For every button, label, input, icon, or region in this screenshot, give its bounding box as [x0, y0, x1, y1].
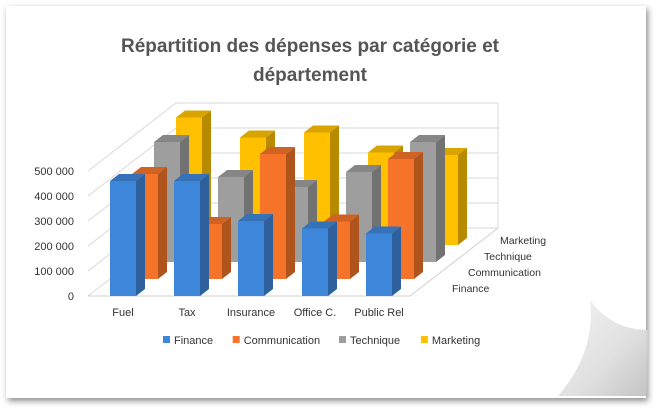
bar-front [238, 221, 264, 296]
legend-swatch [339, 336, 346, 343]
y-tick-label: 400 000 [34, 191, 74, 203]
bar-top [346, 165, 381, 172]
bar-side [158, 167, 167, 279]
legend-swatch [163, 336, 170, 343]
bar-top [366, 226, 401, 234]
bar-front [110, 181, 136, 296]
bar-top [388, 152, 423, 159]
legend-swatch [420, 336, 428, 343]
bar-top [240, 130, 275, 138]
bar-top [304, 125, 339, 133]
bar-side [458, 148, 467, 245]
y-tick-label: 200 000 [34, 241, 74, 253]
bar-side [222, 217, 231, 279]
bar-side [136, 174, 145, 296]
depth-axis-label: Marketing [500, 235, 546, 247]
category-label: Insurance [227, 307, 275, 319]
bar-side [286, 147, 295, 279]
bar-top [238, 214, 273, 221]
bar-side [350, 214, 359, 279]
bar-top [174, 174, 209, 181]
legend-label: Communication [244, 335, 320, 347]
bar [302, 221, 337, 296]
bar [110, 174, 145, 296]
y-tick-label: 100 000 [34, 266, 74, 278]
bar-top [368, 145, 403, 153]
category-label: Office C. [294, 307, 337, 319]
bar-top [176, 110, 211, 118]
category-label: Tax [178, 307, 196, 319]
chart-title-line1: Répartition des dépenses par catégorie e… [121, 36, 500, 57]
bar [174, 174, 209, 296]
bar-top [110, 174, 145, 181]
bar-front [174, 181, 200, 296]
bar-top [410, 135, 445, 142]
bar-side [436, 135, 445, 262]
bar-top [260, 147, 295, 154]
legend-label: Marketing [432, 335, 480, 347]
bar-side [414, 152, 423, 279]
legend-label: Finance [174, 335, 213, 347]
depth-axis-label: Finance [452, 283, 490, 295]
legend-label: Technique [350, 335, 400, 347]
bar [238, 214, 273, 296]
bar [366, 226, 401, 296]
y-tick-label: 0 [68, 291, 74, 303]
bar-front [302, 228, 328, 296]
y-tick-label: 300 000 [34, 216, 74, 228]
bar-side [264, 214, 273, 296]
bar-side [200, 174, 209, 296]
bar-top [218, 170, 253, 177]
chart-title-line2: département [253, 65, 368, 86]
depth-axis-label: Communication [468, 267, 541, 279]
gridline [87, 102, 498, 172]
bar-side [328, 221, 337, 296]
bar-top [324, 214, 359, 222]
y-tick-label: 500 000 [34, 166, 74, 178]
bar-side [392, 226, 401, 296]
category-label: Public Rel [354, 307, 404, 319]
bar-top [132, 167, 167, 174]
depth-axis-label: Technique [484, 251, 532, 263]
category-label: Fuel [112, 307, 133, 319]
bar-top [302, 221, 337, 229]
legend-swatch [232, 336, 240, 343]
bar-front [366, 233, 392, 296]
bar-top [154, 135, 189, 142]
